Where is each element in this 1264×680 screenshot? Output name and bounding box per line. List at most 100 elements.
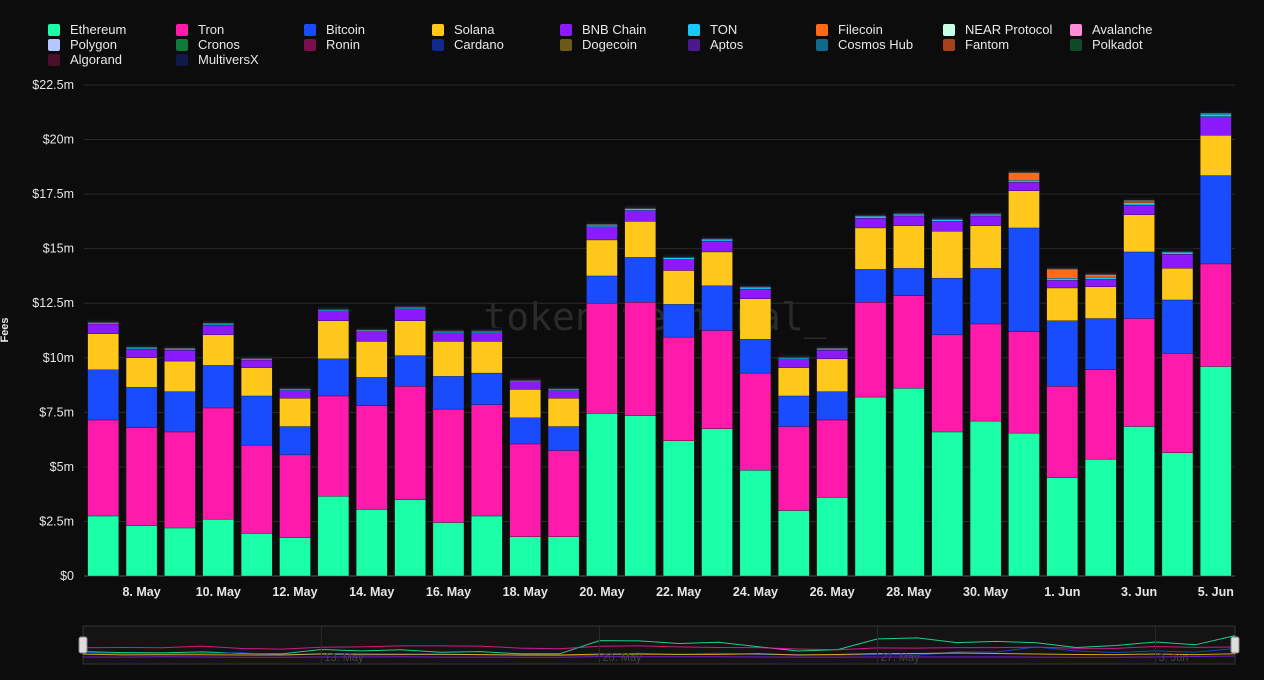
navigator-handle-left[interactable] <box>78 636 88 654</box>
bar-segment-bitcoin[interactable] <box>1123 251 1155 319</box>
bar-segment-solana[interactable] <box>893 225 925 269</box>
bar-segment-ethereum[interactable] <box>854 396 887 577</box>
bar-segment-ethereum[interactable] <box>586 413 618 577</box>
bar-segment-ethereum[interactable] <box>931 431 963 577</box>
bar-segment-multiversx[interactable] <box>586 221 618 223</box>
bar-segment-solana[interactable] <box>394 320 426 356</box>
bar-segment-bitcoin[interactable] <box>432 376 465 410</box>
bar-segment-multiversx[interactable] <box>1123 197 1155 199</box>
bar-segment-ton[interactable] <box>1123 202 1155 206</box>
bar-segment-bitcoin[interactable] <box>663 304 695 338</box>
bar-stack-14-may[interactable] <box>356 326 388 577</box>
bar-segment-ethereum[interactable] <box>394 499 426 577</box>
bar-segment-solana[interactable] <box>1008 190 1040 229</box>
legend-item-multiversx[interactable]: MultiversX <box>176 52 259 67</box>
bar-segment-ethereum[interactable] <box>202 519 234 577</box>
bar-segment-multiversx[interactable] <box>471 327 503 329</box>
bar-segment-ton[interactable] <box>893 214 925 217</box>
bar-segment-ton[interactable] <box>739 287 772 290</box>
bar-segment-tron[interactable] <box>931 334 963 433</box>
bar-segment-bnb-chain[interactable] <box>279 390 311 399</box>
legend-item-bitcoin[interactable]: Bitcoin <box>304 22 365 37</box>
bar-segment-multiversx[interactable] <box>931 215 963 217</box>
bar-segment-bitcoin[interactable] <box>279 426 311 456</box>
bar-segment-bnb-chain[interactable] <box>931 221 963 232</box>
bar-segment-multiversx[interactable] <box>240 355 273 356</box>
bar-segment-multiversx[interactable] <box>1008 168 1040 170</box>
bar-segment-solana[interactable] <box>202 334 234 366</box>
legend-item-bnb-chain[interactable]: BNB Chain <box>560 22 646 37</box>
bar-stack-20-may[interactable] <box>586 221 618 577</box>
bar-stack-18-may[interactable] <box>509 376 541 577</box>
bar-segment-tron[interactable] <box>624 301 656 416</box>
bar-stack-9-may[interactable] <box>164 345 196 577</box>
bar-segment-ton[interactable] <box>164 348 196 351</box>
bar-segment-solana[interactable] <box>1046 287 1078 321</box>
legend-item-polygon[interactable]: Polygon <box>48 37 117 52</box>
bar-segment-solana[interactable] <box>125 357 158 388</box>
bar-segment-bitcoin[interactable] <box>893 268 925 296</box>
legend-item-cosmos-hub[interactable]: Cosmos Hub <box>816 37 913 52</box>
bar-segment-multiversx[interactable] <box>432 327 465 329</box>
bar-segment-solana[interactable] <box>701 251 733 286</box>
bar-segment-bitcoin[interactable] <box>547 426 580 451</box>
bar-segment-tron[interactable] <box>1123 318 1155 427</box>
bar-segment-tron[interactable] <box>969 323 1002 422</box>
bar-segment-filecoin[interactable] <box>1046 269 1078 279</box>
bar-stack-23-may[interactable] <box>701 235 733 577</box>
bar-segment-bnb-chain[interactable] <box>701 240 733 253</box>
bar-segment-bitcoin[interactable] <box>164 391 196 433</box>
bar-segment-ethereum[interactable] <box>1008 432 1040 577</box>
bar-stack-5-jun[interactable] <box>1200 110 1232 577</box>
legend-item-ronin[interactable]: Ronin <box>304 37 360 52</box>
bar-segment-tron[interactable] <box>317 395 350 497</box>
bar-segment-solana[interactable] <box>1161 268 1194 301</box>
bar-segment-solana[interactable] <box>931 231 963 279</box>
bar-segment-tron[interactable] <box>279 454 311 538</box>
bar-segment-bnb-chain[interactable] <box>854 217 887 229</box>
bar-segment-multiversx[interactable] <box>739 283 772 285</box>
bar-segment-multiversx[interactable] <box>279 385 311 387</box>
bar-segment-ethereum[interactable] <box>356 509 388 577</box>
bar-segment-bnb-chain[interactable] <box>125 348 158 358</box>
bar-segment-ton[interactable] <box>356 330 388 332</box>
bar-segment-multiversx[interactable] <box>202 320 234 321</box>
bar-stack-26-may[interactable] <box>816 345 848 577</box>
bar-segment-solana[interactable] <box>624 221 656 258</box>
bar-segment-bnb-chain[interactable] <box>893 215 925 226</box>
bar-stack-16-may[interactable] <box>432 327 465 577</box>
bar-segment-bnb-chain[interactable] <box>778 358 810 368</box>
bar-segment-bitcoin[interactable] <box>624 257 656 303</box>
bar-stack-11-may[interactable] <box>240 355 273 577</box>
bar-segment-ton[interactable] <box>1085 276 1117 280</box>
bar-segment-tron[interactable] <box>1161 353 1194 453</box>
bar-segment-solana[interactable] <box>432 341 465 377</box>
bar-segment-multiversx[interactable] <box>1046 265 1078 267</box>
legend-item-cardano[interactable]: Cardano <box>432 37 504 52</box>
bar-segment-tron[interactable] <box>394 385 426 500</box>
bar-segment-solana[interactable] <box>739 298 772 340</box>
bar-segment-multiversx[interactable] <box>317 305 350 307</box>
bar-segment-ton[interactable] <box>279 389 311 391</box>
bar-segment-multiversx[interactable] <box>394 303 426 305</box>
bar-segment-ton[interactable] <box>547 389 580 391</box>
bar-segment-ton[interactable] <box>969 214 1002 217</box>
bar-segment-bitcoin[interactable] <box>394 355 426 387</box>
bar-segment-multiversx[interactable] <box>356 326 388 328</box>
bar-segment-solana[interactable] <box>1085 286 1117 319</box>
bar-segment-ton[interactable] <box>87 322 119 325</box>
bar-stack-21-may[interactable] <box>624 204 656 577</box>
bar-stack-8-may[interactable] <box>125 344 158 577</box>
bar-segment-ethereum[interactable] <box>240 533 273 577</box>
bar-segment-multiversx[interactable] <box>164 345 196 346</box>
bar-segment-multiversx[interactable] <box>125 344 158 345</box>
bar-segment-ton[interactable] <box>816 348 848 351</box>
bar-segment-ethereum[interactable] <box>1046 477 1078 577</box>
bar-stack-27-may[interactable] <box>854 212 887 577</box>
bar-segment-ton[interactable] <box>394 307 426 309</box>
bar-segment-ethereum[interactable] <box>624 415 656 577</box>
bar-segment-bnb-chain[interactable] <box>164 349 196 362</box>
bar-segment-bnb-chain[interactable] <box>739 288 772 300</box>
bar-stack-15-may[interactable] <box>394 303 426 577</box>
bar-segment-bitcoin[interactable] <box>1008 227 1040 332</box>
